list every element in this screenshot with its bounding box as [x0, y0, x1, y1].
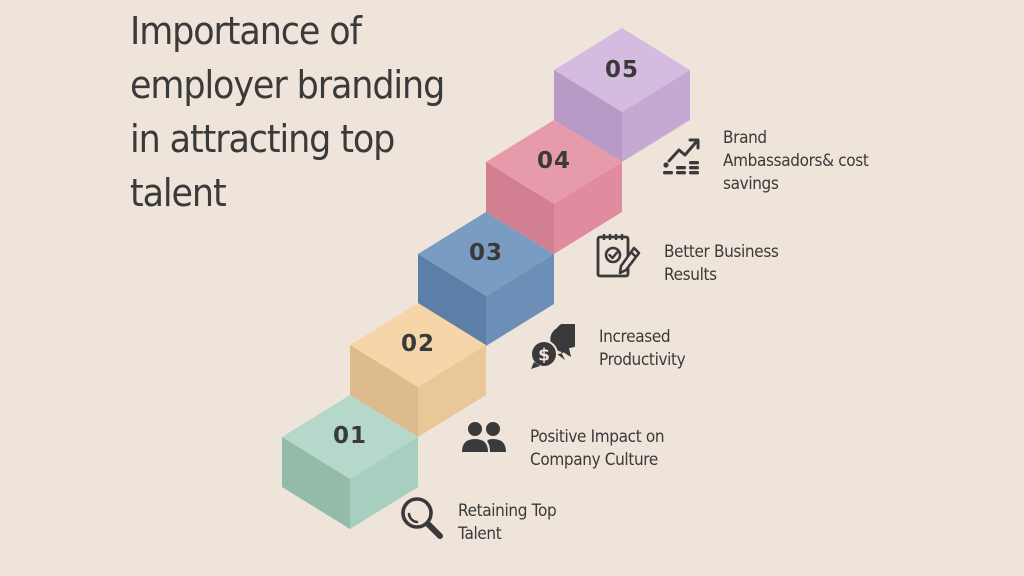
svg-text:$: $: [538, 346, 550, 366]
cube-right-face: [554, 162, 622, 254]
label-line: Productivity: [599, 350, 686, 370]
cube-right-face: [486, 254, 554, 346]
magnifier-search-icon: [401, 497, 443, 539]
step-cube-04: 04: [486, 120, 622, 254]
step-cube-05: 05: [554, 28, 690, 162]
cube-left-face: [554, 70, 622, 162]
step-cube-03: 03: [418, 212, 554, 346]
label-line: Brand: [723, 128, 767, 148]
step-number: 01: [333, 423, 367, 449]
step-label-01: Retaining Top Talent: [458, 500, 557, 546]
cube-left-face: [350, 345, 418, 437]
step-cube-01: 01: [282, 395, 418, 529]
title-line-1: Importance of: [130, 9, 362, 53]
label-line: savings: [723, 174, 779, 194]
checklist-notepad-pencil-icon: [596, 234, 641, 278]
label-line: Results: [664, 265, 717, 285]
title-line-3: in attracting top: [130, 117, 395, 161]
step-label-05: Brand Ambassadors& cost savings: [723, 127, 869, 196]
label-line: Company Culture: [530, 450, 658, 470]
label-line: Retaining Top: [458, 501, 557, 521]
cube-right-face: [350, 437, 418, 529]
page-title: Importance of employer branding in attra…: [130, 4, 461, 220]
title-line-2: employer branding: [130, 63, 445, 107]
label-line: Increased: [599, 327, 671, 347]
label-line: Ambassadors& cost: [723, 151, 869, 171]
cube-right-face: [622, 70, 690, 162]
label-line: Better Business: [664, 242, 779, 262]
label-line: Talent: [458, 524, 502, 544]
step-number: 02: [401, 331, 435, 357]
step-number: 03: [469, 240, 503, 266]
step-number: 04: [537, 148, 571, 174]
step-label-03: Increased Productivity: [599, 326, 686, 372]
cube-left-face: [282, 437, 350, 529]
step-label-02: Positive Impact on Company Culture: [530, 426, 665, 472]
people-group-icon: [462, 422, 506, 452]
cube-left-face: [418, 254, 486, 346]
cube-left-face: [486, 162, 554, 254]
growth-chart-savings-icon: [663, 138, 700, 175]
title-line-4: talent: [130, 171, 227, 215]
cube-right-face: [418, 345, 486, 437]
step-cube-02: 02: [350, 303, 486, 437]
step-number: 05: [605, 57, 639, 83]
label-line: Positive Impact on: [530, 427, 665, 447]
step-label-04: Better Business Results: [664, 241, 779, 287]
dollar-chat-bubbles-icon: $: [530, 324, 575, 369]
